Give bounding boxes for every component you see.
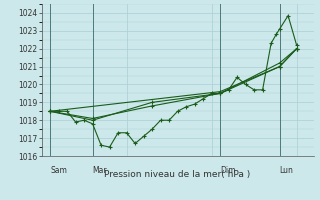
Text: Mar: Mar <box>92 166 107 175</box>
Text: Dim: Dim <box>220 166 236 175</box>
Text: Sam: Sam <box>50 166 67 175</box>
Text: Lun: Lun <box>280 166 293 175</box>
X-axis label: Pression niveau de la mer( hPa ): Pression niveau de la mer( hPa ) <box>104 170 251 179</box>
